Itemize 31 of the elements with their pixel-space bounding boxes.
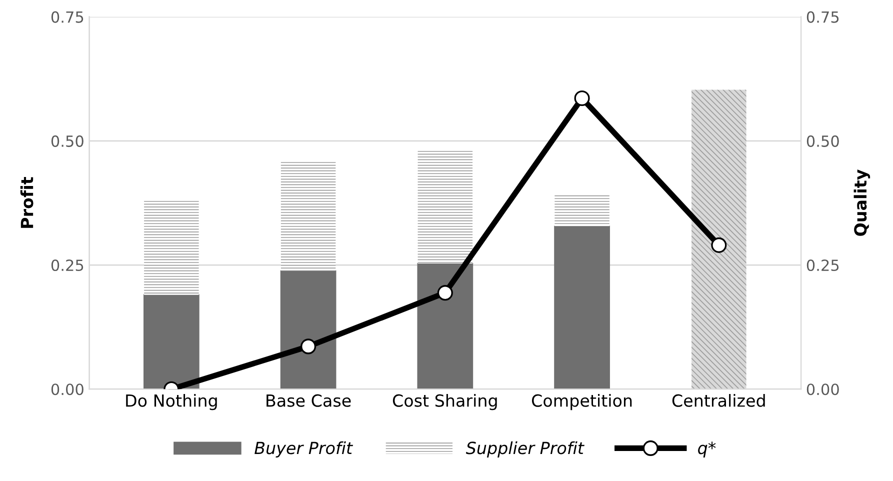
y2-tick-label: 0.75	[806, 11, 839, 23]
y2-axis-title: Quality	[854, 170, 870, 236]
y-tick-label: 0.75	[51, 11, 84, 23]
bar	[418, 150, 473, 264]
x-tick-label: Base Case	[266, 394, 351, 407]
point	[437, 285, 453, 301]
y2-tick-label: 0.25	[806, 259, 839, 272]
x-tick-label: Cost Sharing	[392, 394, 497, 410]
y-tick-label: 0.25	[51, 259, 84, 272]
point	[711, 237, 727, 253]
legend-label: Supplier Profit	[466, 441, 584, 458]
bar	[692, 90, 746, 390]
y-tick-label: 0.00	[51, 384, 84, 396]
y-axis-title: Profit	[20, 176, 34, 228]
x-tick-label: Do Nothing	[126, 394, 217, 410]
legend-label: Buyer Profit	[254, 441, 354, 458]
bar	[554, 195, 610, 226]
y2-tick-label: 0.00	[806, 384, 839, 396]
y2-tick-label: 0.50	[806, 135, 839, 147]
legend-label: q*	[698, 442, 716, 458]
x-tick-label: Centralized	[672, 394, 765, 407]
bar	[554, 226, 610, 390]
point	[300, 338, 316, 354]
point	[574, 90, 590, 106]
x-tick-label: Competition	[532, 394, 632, 410]
bar	[144, 200, 199, 295]
y-tick-label: 0.50	[51, 135, 84, 147]
bar	[280, 270, 336, 390]
bar	[417, 262, 474, 390]
bar	[143, 294, 200, 390]
bar	[280, 162, 336, 271]
